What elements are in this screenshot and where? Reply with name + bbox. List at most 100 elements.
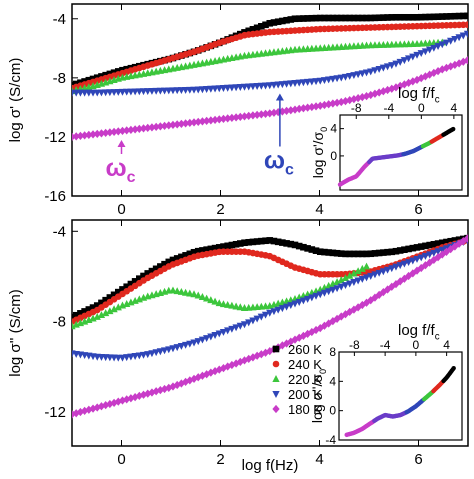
data-point <box>224 327 232 335</box>
data-point <box>106 307 114 315</box>
data-point <box>400 260 409 268</box>
data-point <box>178 253 185 261</box>
data-point <box>358 264 366 272</box>
data-point <box>203 246 210 253</box>
data-point <box>341 73 350 81</box>
data-point <box>169 256 177 264</box>
data-point <box>308 246 316 253</box>
y-axis-label: log σ'' (S/cm) <box>7 289 24 377</box>
data-point <box>152 122 160 132</box>
data-point <box>291 15 299 23</box>
y-tick-label: -8 <box>53 314 66 331</box>
inset-y-tick-label: 0 <box>330 149 337 163</box>
data-point <box>308 14 316 22</box>
data-point <box>253 24 261 32</box>
data-point <box>359 250 366 258</box>
data-point <box>106 128 114 137</box>
data-point <box>401 246 408 253</box>
legend-marker <box>272 360 280 368</box>
data-point <box>207 245 215 253</box>
data-point <box>199 247 206 254</box>
data-point <box>211 115 219 124</box>
data-point <box>177 343 186 350</box>
data-point <box>375 249 383 257</box>
data-point <box>405 245 412 253</box>
data-point <box>388 265 396 273</box>
data-point <box>110 127 118 137</box>
data-point <box>261 109 270 118</box>
data-point <box>194 247 202 255</box>
data-point <box>258 23 265 30</box>
inset-data-point <box>451 126 456 132</box>
data-point <box>249 317 257 325</box>
plot-frame <box>71 219 469 447</box>
data-point <box>346 73 354 80</box>
data-point <box>173 255 181 262</box>
data-point <box>194 338 202 346</box>
data-point <box>316 248 324 256</box>
data-point <box>325 288 333 296</box>
data-point <box>287 240 295 248</box>
data-point <box>375 269 383 277</box>
omega-c-annotation: ωc <box>106 140 136 186</box>
data-point <box>430 13 438 21</box>
data-point <box>257 313 265 321</box>
data-point <box>182 252 189 259</box>
data-point <box>198 336 207 344</box>
data-point <box>383 266 392 274</box>
data-point <box>215 299 223 307</box>
data-point <box>253 110 261 119</box>
data-point <box>257 110 265 119</box>
data-point <box>173 120 181 129</box>
data-point <box>383 63 392 71</box>
x-tick-label: 6 <box>414 451 422 468</box>
data-point <box>303 295 312 303</box>
data-point <box>110 305 118 313</box>
data-point <box>295 299 303 306</box>
data-point <box>300 243 307 251</box>
data-point <box>316 14 324 22</box>
data-point <box>228 301 236 309</box>
data-point <box>417 254 425 262</box>
data-point <box>295 104 303 114</box>
data-point <box>282 303 291 311</box>
data-point <box>181 341 190 349</box>
data-point <box>237 240 244 247</box>
data-point <box>392 60 400 68</box>
data-point <box>190 339 198 347</box>
data-point <box>270 108 278 117</box>
data-point <box>97 129 106 138</box>
data-point <box>165 258 173 266</box>
data-point <box>388 14 396 21</box>
data-point <box>417 50 425 58</box>
data-point <box>396 247 404 254</box>
data-point <box>278 305 287 313</box>
data-point <box>312 14 320 22</box>
data-point <box>396 13 404 21</box>
data-point <box>232 302 240 310</box>
data-point <box>169 345 177 353</box>
data-point <box>337 14 345 22</box>
data-point <box>367 14 375 22</box>
legend-label: 260 K <box>288 342 322 357</box>
data-point <box>240 321 249 329</box>
data-point <box>211 297 219 305</box>
data-point <box>190 118 198 127</box>
series-240k <box>72 21 468 92</box>
data-point <box>266 309 274 317</box>
data-point <box>236 303 244 311</box>
omega-c-label: ωc <box>264 146 294 178</box>
data-point <box>350 250 358 258</box>
data-point <box>131 125 139 134</box>
legend-marker <box>272 375 280 382</box>
data-point <box>459 12 467 20</box>
x-tick-label: 2 <box>216 201 224 218</box>
data-point <box>438 13 446 20</box>
data-point <box>329 14 337 22</box>
data-point <box>329 286 337 294</box>
data-point <box>106 294 114 301</box>
data-point <box>346 280 354 288</box>
data-point <box>434 240 442 247</box>
data-point <box>451 60 459 69</box>
